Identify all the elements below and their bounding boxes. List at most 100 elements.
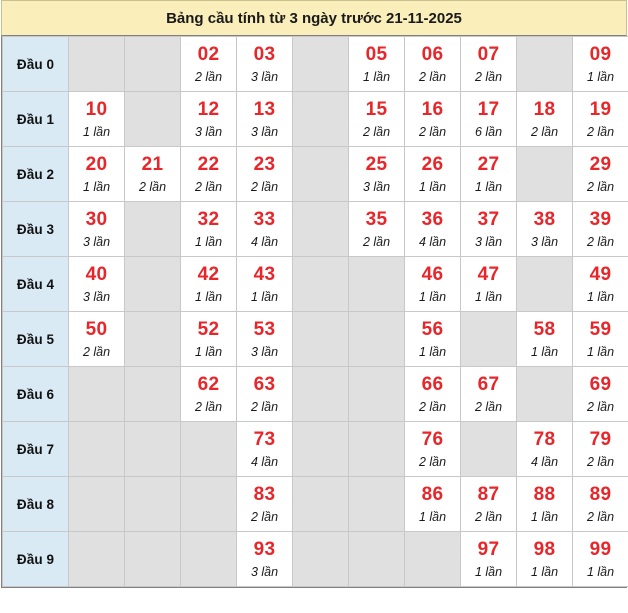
- number-cell[interactable]: 35 2 lần: [348, 201, 405, 257]
- number-cell[interactable]: 66 2 lần: [404, 366, 461, 422]
- lottery-number: 79: [589, 428, 612, 450]
- number-cell[interactable]: 13 3 lần: [236, 91, 293, 147]
- cell-content: 62 2 lần: [181, 368, 236, 421]
- occurrence-count: 1 lần: [530, 564, 559, 579]
- occurrence-count: 1 lần: [474, 179, 503, 194]
- number-cell[interactable]: 47 1 lần: [460, 256, 517, 312]
- number-cell[interactable]: 56 1 lần: [404, 311, 461, 367]
- number-cell[interactable]: 99 1 lần: [572, 531, 628, 587]
- number-cell[interactable]: 39 2 lần: [572, 201, 628, 257]
- cell-content: 46 1 lần: [405, 258, 460, 311]
- number-cell[interactable]: 58 1 lần: [516, 311, 573, 367]
- number-cell[interactable]: 42 1 lần: [180, 256, 237, 312]
- empty-cell: [292, 91, 349, 147]
- number-cell[interactable]: 03 3 lần: [236, 36, 293, 92]
- occurrence-count: 2 lần: [250, 179, 279, 194]
- number-cell[interactable]: 27 1 lần: [460, 146, 517, 202]
- number-cell[interactable]: 19 2 lần: [572, 91, 628, 147]
- lottery-number: 89: [589, 483, 612, 505]
- cell-content: 59 1 lần: [573, 313, 628, 366]
- number-cell[interactable]: 73 4 lần: [236, 421, 293, 477]
- number-cell[interactable]: 38 3 lần: [516, 201, 573, 257]
- number-cell[interactable]: 20 1 lần: [68, 146, 125, 202]
- occurrence-count: 1 lần: [530, 344, 559, 359]
- number-cell[interactable]: 53 3 lần: [236, 311, 293, 367]
- lottery-number: 63: [253, 373, 276, 395]
- number-cell[interactable]: 10 1 lần: [68, 91, 125, 147]
- number-cell[interactable]: 88 1 lần: [516, 476, 573, 532]
- number-cell[interactable]: 78 4 lần: [516, 421, 573, 477]
- number-cell[interactable]: 07 2 lần: [460, 36, 517, 92]
- number-cell[interactable]: 40 3 lần: [68, 256, 125, 312]
- cell-content: 13 3 lần: [237, 93, 292, 146]
- number-cell[interactable]: 62 2 lần: [180, 366, 237, 422]
- lottery-number: 35: [365, 208, 388, 230]
- number-cell[interactable]: 32 1 lần: [180, 201, 237, 257]
- occurrence-count: 1 lần: [586, 344, 615, 359]
- number-cell[interactable]: 26 1 lần: [404, 146, 461, 202]
- empty-cell: [124, 311, 181, 367]
- number-cell[interactable]: 79 2 lần: [572, 421, 628, 477]
- occurrence-count: 3 lần: [362, 179, 391, 194]
- number-cell[interactable]: 98 1 lần: [516, 531, 573, 587]
- number-cell[interactable]: 09 1 lần: [572, 36, 628, 92]
- cell-content: 50 2 lần: [69, 313, 124, 366]
- number-cell[interactable]: 49 1 lần: [572, 256, 628, 312]
- page-title: Bảng cầu tính từ 3 ngày trước 21-11-2025: [1, 0, 627, 36]
- number-cell[interactable]: 30 3 lần: [68, 201, 125, 257]
- cell-content: 05 1 lần: [349, 38, 404, 91]
- number-cell[interactable]: 69 2 lần: [572, 366, 628, 422]
- number-cell[interactable]: 36 4 lần: [404, 201, 461, 257]
- lottery-number: 83: [253, 483, 276, 505]
- number-cell[interactable]: 89 2 lần: [572, 476, 628, 532]
- cell-content: 17 6 lần: [461, 93, 516, 146]
- empty-cell: [180, 421, 237, 477]
- number-cell[interactable]: 46 1 lần: [404, 256, 461, 312]
- number-cell[interactable]: 83 2 lần: [236, 476, 293, 532]
- number-cell[interactable]: 33 4 lần: [236, 201, 293, 257]
- number-cell[interactable]: 16 2 lần: [404, 91, 461, 147]
- number-cell[interactable]: 21 2 lần: [124, 146, 181, 202]
- number-cell[interactable]: 52 1 lần: [180, 311, 237, 367]
- table-body: Đầu 0 02 2 lần 03 3 lần 05 1 lần 06 2 lần 07 2 lần…: [2, 36, 628, 587]
- number-cell[interactable]: 17 6 lần: [460, 91, 517, 147]
- table-row: Đầu 4 40 3 lần 42 1 lần 43 1 lần 46 1 lần 47 1 lần…: [2, 256, 628, 312]
- frequency-table-container: Đầu 0 02 2 lần 03 3 lần 05 1 lần 06 2 lần 07 2 lần…: [1, 36, 628, 588]
- number-cell[interactable]: 50 2 lần: [68, 311, 125, 367]
- number-cell[interactable]: 22 2 lần: [180, 146, 237, 202]
- empty-cell: [68, 36, 125, 92]
- number-cell[interactable]: 43 1 lần: [236, 256, 293, 312]
- number-cell[interactable]: 18 2 lần: [516, 91, 573, 147]
- lottery-number: 43: [253, 263, 276, 285]
- number-cell[interactable]: 29 2 lần: [572, 146, 628, 202]
- number-cell[interactable]: 76 2 lần: [404, 421, 461, 477]
- cell-content: 76 2 lần: [405, 423, 460, 476]
- number-cell[interactable]: 12 3 lần: [180, 91, 237, 147]
- number-cell[interactable]: 63 2 lần: [236, 366, 293, 422]
- lottery-number: 17: [477, 98, 500, 120]
- number-cell[interactable]: 05 1 lần: [348, 36, 405, 92]
- number-cell[interactable]: 37 3 lần: [460, 201, 517, 257]
- number-cell[interactable]: 02 2 lần: [180, 36, 237, 92]
- occurrence-count: 4 lần: [530, 454, 559, 469]
- occurrence-count: 1 lần: [418, 344, 447, 359]
- number-cell[interactable]: 15 2 lần: [348, 91, 405, 147]
- cell-content: 69 2 lần: [573, 368, 628, 421]
- number-cell[interactable]: 06 2 lần: [404, 36, 461, 92]
- occurrence-count: 2 lần: [418, 399, 447, 414]
- number-cell[interactable]: 93 3 lần: [236, 531, 293, 587]
- number-cell[interactable]: 86 1 lần: [404, 476, 461, 532]
- empty-cell: [348, 476, 405, 532]
- number-cell[interactable]: 23 2 lần: [236, 146, 293, 202]
- occurrence-count: 4 lần: [250, 234, 279, 249]
- row-label-dau-4: Đầu 4: [2, 256, 69, 312]
- empty-cell: [292, 476, 349, 532]
- lottery-number: 07: [477, 43, 500, 65]
- number-cell[interactable]: 97 1 lần: [460, 531, 517, 587]
- number-cell[interactable]: 59 1 lần: [572, 311, 628, 367]
- number-cell[interactable]: 87 2 lần: [460, 476, 517, 532]
- lottery-number: 13: [253, 98, 276, 120]
- number-cell[interactable]: 67 2 lần: [460, 366, 517, 422]
- table-row: Đầu 3 30 3 lần 32 1 lần 33 4 lần 35 2 lần 36 4 lần…: [2, 201, 628, 257]
- number-cell[interactable]: 25 3 lần: [348, 146, 405, 202]
